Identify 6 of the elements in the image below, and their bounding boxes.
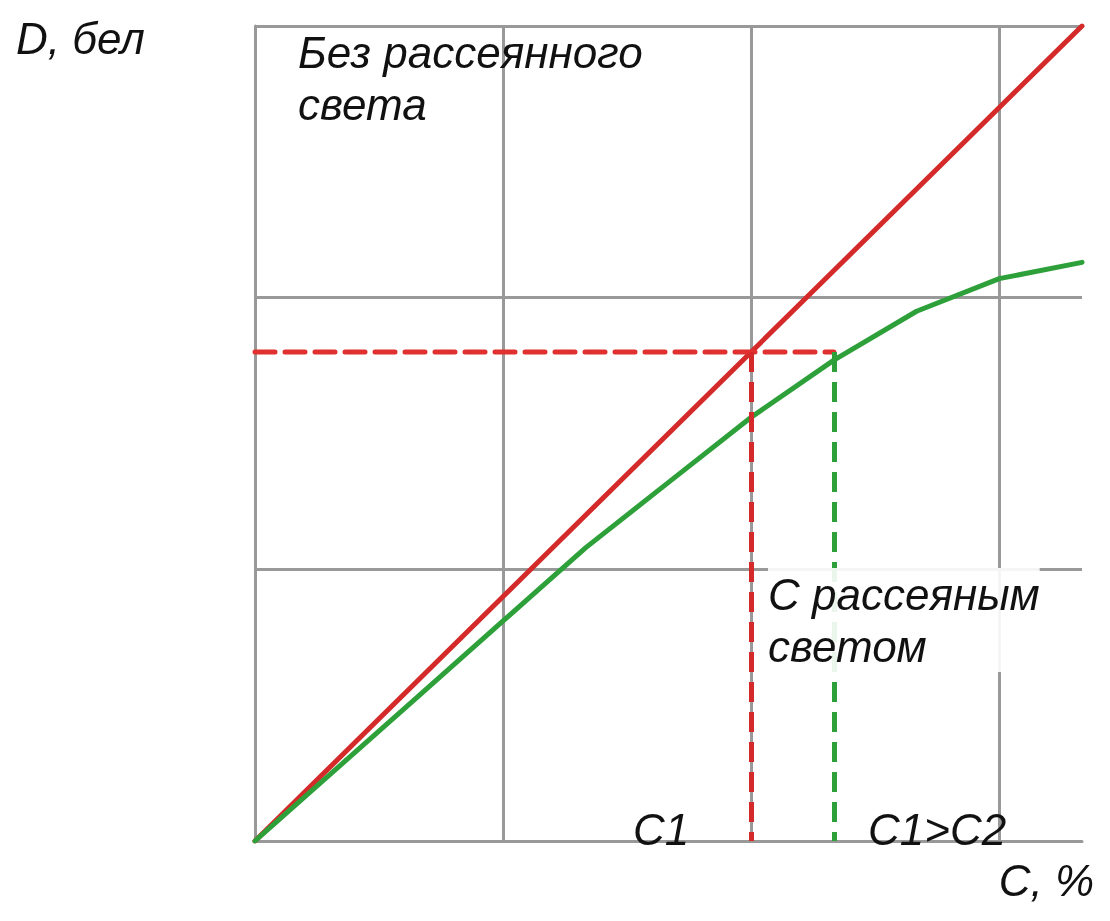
annotation: С рассеяным светом (768, 569, 1040, 671)
x-axis-title: C, % (998, 855, 1095, 905)
annotation: Без рассеянного света (298, 27, 643, 129)
y-axis-title: D, бел (16, 13, 145, 63)
annotation: C1 (633, 804, 690, 854)
annotation: C1>C2 (868, 804, 1007, 854)
